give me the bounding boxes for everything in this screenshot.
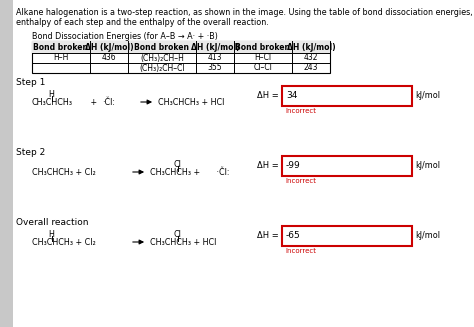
Text: Cl: Cl (174, 230, 182, 239)
Text: CH₃CHCH₃ + HCl: CH₃CHCH₃ + HCl (158, 98, 224, 107)
Text: ·Čl:: ·Čl: (214, 168, 229, 177)
Text: -99: -99 (286, 162, 301, 170)
Text: +: + (88, 98, 100, 107)
Text: Step 2: Step 2 (16, 148, 45, 157)
Text: Cl: Cl (174, 160, 182, 169)
Bar (282, 226, 412, 246)
Text: 413: 413 (208, 54, 222, 62)
Text: Bond broken: Bond broken (236, 43, 291, 51)
Text: Incorrect: Incorrect (285, 108, 316, 114)
Text: CH₃CHCH₃ +: CH₃CHCH₃ + (150, 168, 202, 177)
Text: Bond broken: Bond broken (34, 43, 89, 51)
Text: 34: 34 (286, 92, 297, 100)
Text: Alkane halogenation is a two-step reaction, as shown in the image. Using the tab: Alkane halogenation is a two-step reacti… (16, 8, 474, 17)
Text: ·Čl:: ·Čl: (102, 98, 115, 107)
Text: Bond broken: Bond broken (135, 43, 190, 51)
Text: Overall reaction: Overall reaction (16, 218, 89, 227)
Text: 243: 243 (304, 63, 318, 73)
Text: kJ/mol: kJ/mol (415, 232, 440, 240)
Text: enthalpy of each step and the enthalpy of the overall reaction.: enthalpy of each step and the enthalpy o… (16, 18, 269, 27)
Text: CH₃CHCH₃ + HCl: CH₃CHCH₃ + HCl (150, 238, 216, 247)
Bar (282, 86, 412, 106)
Text: ΔH (kJ/mol): ΔH (kJ/mol) (287, 43, 335, 51)
Text: H: H (48, 230, 54, 239)
Text: 436: 436 (102, 54, 116, 62)
Text: ΔH =: ΔH = (257, 162, 279, 170)
Text: CH₃CHCH₃ + Cl₂: CH₃CHCH₃ + Cl₂ (32, 168, 96, 177)
Text: (CH₃)₂CH–Cl: (CH₃)₂CH–Cl (139, 63, 185, 73)
Text: ΔH (kJ/mol): ΔH (kJ/mol) (191, 43, 239, 51)
Text: CH₃CHCH₃ + Cl₂: CH₃CHCH₃ + Cl₂ (32, 238, 96, 247)
Text: 355: 355 (208, 63, 222, 73)
Text: (CH₃)₂CH–H: (CH₃)₂CH–H (140, 54, 184, 62)
Text: H: H (48, 90, 54, 99)
Text: Bond Dissociation Energies (for A–B → A· + ·B): Bond Dissociation Energies (for A–B → A·… (32, 32, 218, 41)
Text: kJ/mol: kJ/mol (415, 92, 440, 100)
Bar (32, 41, 330, 53)
Text: 432: 432 (304, 54, 318, 62)
Text: -65: -65 (286, 232, 301, 240)
Text: Cl–Cl: Cl–Cl (254, 63, 273, 73)
Text: H–H: H–H (53, 54, 69, 62)
Text: ΔH =: ΔH = (257, 232, 279, 240)
Text: ΔH =: ΔH = (257, 92, 279, 100)
Bar (0, 0, 13, 327)
Text: Step 1: Step 1 (16, 78, 46, 87)
Text: ΔH (kJ/mol): ΔH (kJ/mol) (85, 43, 133, 51)
Text: Incorrect: Incorrect (285, 248, 316, 254)
Bar (282, 156, 412, 176)
Text: Incorrect: Incorrect (285, 178, 316, 184)
Text: H–Cl: H–Cl (255, 54, 272, 62)
Bar (32, 41, 330, 73)
Text: CH₃CHCH₃: CH₃CHCH₃ (32, 98, 73, 107)
Text: kJ/mol: kJ/mol (415, 162, 440, 170)
